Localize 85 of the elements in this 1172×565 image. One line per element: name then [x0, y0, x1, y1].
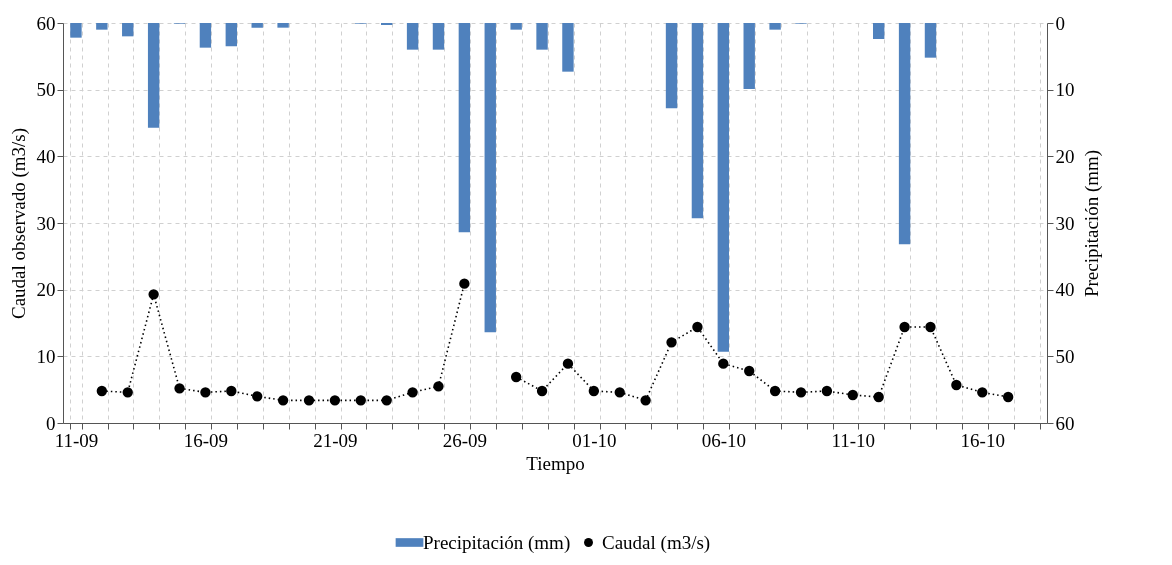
point	[122, 387, 133, 398]
point	[1002, 391, 1014, 403]
legend-label: Precipitación (mm)	[423, 531, 571, 554]
y-tick-label: 30	[36, 212, 56, 234]
bar	[536, 23, 548, 50]
point	[951, 379, 962, 391]
x-tick-label: 11-09	[54, 429, 99, 451]
point	[407, 387, 418, 398]
bar	[484, 23, 496, 333]
point	[200, 387, 211, 398]
point	[562, 358, 574, 369]
bar	[406, 23, 419, 50]
bar	[717, 23, 730, 352]
point	[174, 383, 185, 394]
point	[433, 381, 444, 392]
point	[899, 321, 910, 333]
bar	[199, 23, 212, 48]
point	[873, 391, 884, 403]
y2-axis-title: Precipitación (mm)	[1080, 149, 1103, 298]
x-tick-label: 16-10	[960, 429, 1005, 451]
point	[640, 395, 651, 406]
y2-tick-label: 40	[1055, 279, 1075, 301]
point	[666, 337, 677, 348]
bar	[743, 23, 755, 89]
x-tick-label: 11-10	[831, 429, 876, 451]
point	[692, 321, 703, 333]
y2-tick-label: 30	[1055, 212, 1075, 234]
bar	[277, 23, 289, 28]
legend-label: Caudal (m3/s)	[602, 531, 711, 554]
bar	[510, 23, 522, 30]
bar	[872, 23, 885, 39]
point	[226, 385, 237, 397]
bar	[251, 23, 263, 28]
point	[510, 371, 522, 383]
bar	[562, 23, 574, 72]
point	[847, 389, 858, 401]
point	[303, 395, 315, 406]
point	[329, 395, 341, 406]
point	[614, 387, 625, 398]
y-tick-label: 60	[36, 12, 56, 34]
y2-tick-label: 20	[1055, 145, 1075, 167]
y2-tick-label: 60	[1055, 412, 1075, 434]
point	[925, 321, 936, 333]
y-tick-label: 20	[36, 279, 56, 301]
bar	[691, 23, 704, 219]
bar	[96, 23, 108, 30]
bar	[225, 23, 238, 47]
bar	[769, 23, 781, 30]
x-tick-label: 16-09	[183, 429, 229, 451]
point	[821, 385, 833, 397]
point	[744, 365, 755, 377]
point	[96, 385, 108, 397]
point	[977, 387, 988, 398]
y2-tick-label: 0	[1055, 12, 1065, 34]
point	[769, 385, 781, 397]
bar	[122, 23, 134, 37]
bar	[70, 23, 82, 38]
bar	[898, 23, 911, 245]
y2-tick-label: 10	[1055, 79, 1075, 101]
point	[277, 395, 289, 406]
point	[588, 385, 600, 397]
y2-tick-label: 50	[1055, 345, 1075, 367]
y-tick-label: 50	[36, 79, 56, 101]
x-tick-label: 01-10	[572, 429, 617, 451]
point	[459, 278, 470, 289]
x-tick-label: 21-09	[313, 429, 358, 451]
bar	[665, 23, 678, 109]
point	[718, 358, 729, 369]
bar	[458, 23, 471, 233]
x-tick-label: 26-09	[442, 429, 488, 451]
y-tick-label: 40	[36, 145, 56, 167]
point	[381, 395, 392, 406]
bar	[147, 23, 160, 128]
bar	[924, 23, 937, 58]
point	[148, 289, 159, 300]
point	[355, 395, 366, 406]
point	[536, 385, 548, 397]
x-axis-title: Tiempo	[526, 452, 585, 474]
y-tick-label: 0	[46, 412, 56, 434]
y-tick-label: 10	[36, 345, 56, 367]
bar	[432, 23, 445, 50]
point	[795, 387, 807, 398]
x-tick-label: 06-10	[701, 429, 746, 451]
y-axis-title: Caudal observado (m3/s)	[7, 127, 30, 320]
point	[252, 391, 263, 402]
